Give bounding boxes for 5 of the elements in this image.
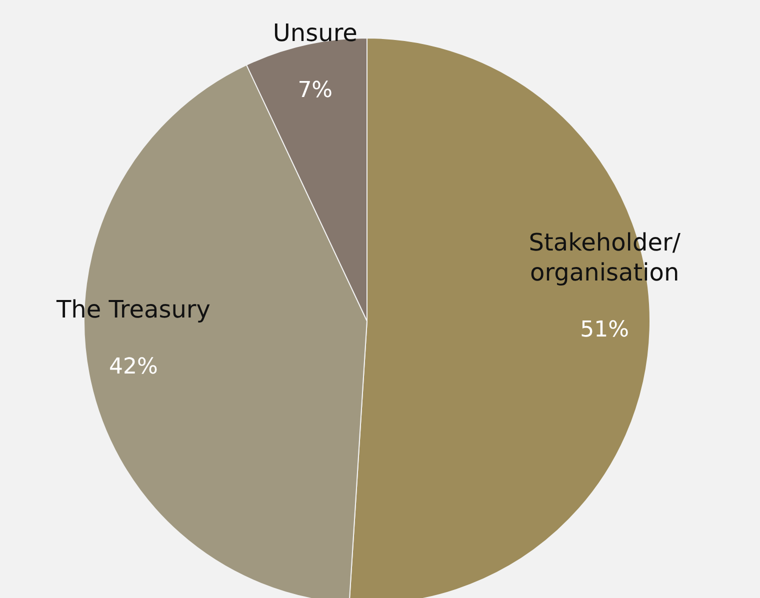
slice-label: Unsure [272, 19, 358, 48]
slice-label: The Treasury [55, 296, 210, 324]
data-label: 7% [298, 78, 333, 104]
data-label: 51% [580, 317, 630, 342]
data-label: 42% [109, 354, 158, 380]
